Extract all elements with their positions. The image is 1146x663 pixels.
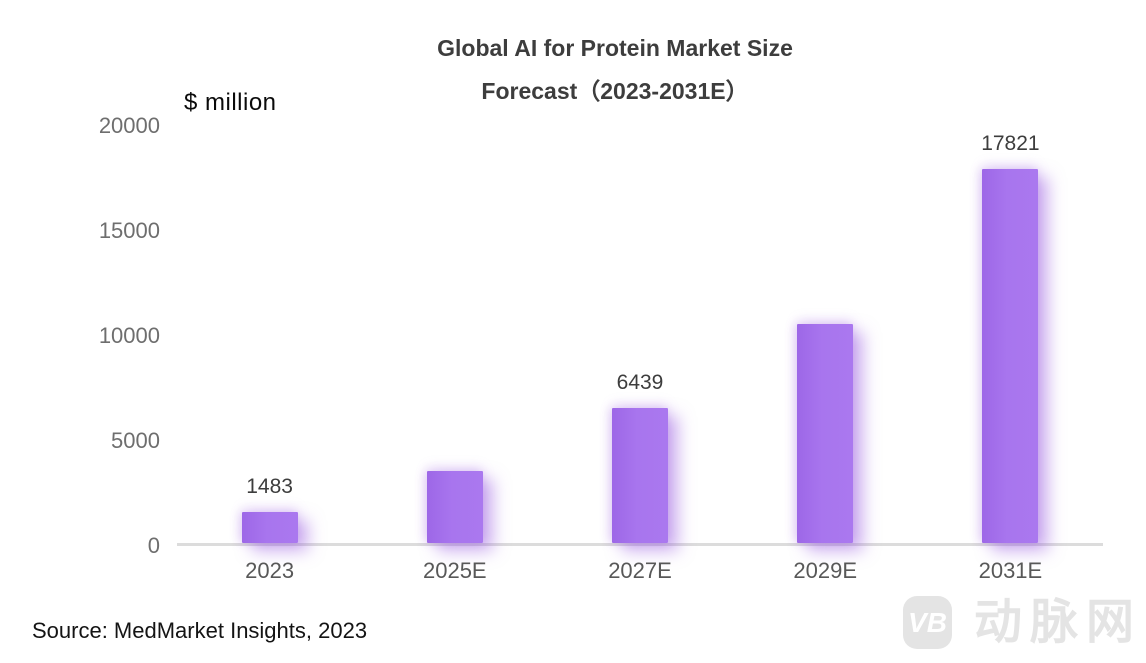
bar bbox=[797, 323, 854, 543]
bar-slot bbox=[362, 126, 547, 543]
x-category-label: 2027E bbox=[608, 558, 672, 583]
x-category-label: 2025E bbox=[422, 558, 487, 583]
bar-value-label: 1483 bbox=[246, 474, 293, 498]
y-tick-label: 0 bbox=[147, 533, 160, 558]
bar-value-label: 17821 bbox=[981, 131, 1040, 155]
x-category-label: 2023 bbox=[245, 558, 295, 583]
bar bbox=[982, 168, 1039, 543]
bar bbox=[612, 407, 668, 543]
plot-area: 1483 6439 17821 bbox=[177, 126, 1103, 546]
source-note: Source: MedMarket Insights, 2023 bbox=[32, 618, 368, 643]
watermark-text: 动脉网 bbox=[974, 596, 1143, 649]
bar bbox=[241, 511, 298, 543]
bar bbox=[426, 470, 483, 543]
bar-slot bbox=[733, 126, 918, 543]
y-tick-label: 15000 bbox=[98, 218, 160, 243]
x-category-label: 2031E bbox=[978, 558, 1043, 583]
bar-slot: 17821 bbox=[918, 126, 1103, 543]
bar-slot: 6439 bbox=[547, 126, 732, 543]
bar-slot: 1483 bbox=[177, 126, 362, 543]
y-axis-unit-label: $ million bbox=[184, 89, 277, 116]
x-axis-category-labels: 2023 2025E 2027E 2029E 2031E bbox=[177, 558, 1103, 584]
x-category-label: 2029E bbox=[793, 558, 858, 583]
y-axis-tick-labels: 0 5000 10000 15000 20000 bbox=[50, 113, 160, 558]
y-tick-label: 10000 bbox=[98, 323, 160, 348]
chart-title-line1: Global AI for Protein Market Size bbox=[437, 35, 793, 61]
vb-logo-icon: VB bbox=[903, 596, 952, 649]
bar-value-label: 6439 bbox=[616, 370, 664, 394]
watermark: VB 动脉网 bbox=[903, 596, 1142, 649]
y-tick-label: 5000 bbox=[111, 428, 160, 453]
y-tick-label: 20000 bbox=[98, 113, 160, 138]
chart-title: Global AI for Protein Market Size Foreca… bbox=[115, 27, 1115, 113]
chart-title-line2: Forecast（2023-2031E） bbox=[481, 78, 749, 104]
